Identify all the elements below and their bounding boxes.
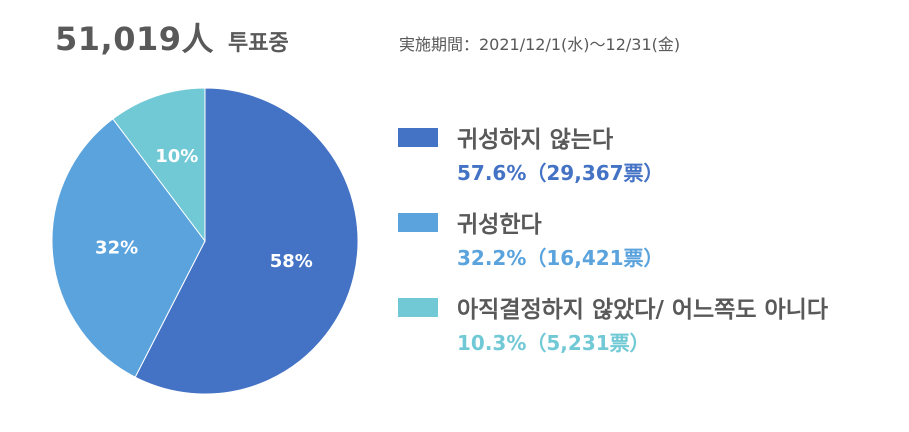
legend-swatch bbox=[398, 298, 438, 317]
pie-slice-label: 58% bbox=[270, 251, 313, 272]
pie-slice-undecided bbox=[112, 87, 206, 243]
voting-status: 투표중 bbox=[228, 31, 289, 56]
total-votes: 51,019人 bbox=[55, 20, 214, 58]
legend-value: 57.6%（29,367票） bbox=[457, 161, 664, 185]
legend-item-undecided: 아직결정하지 않았다/ 어느쪽도 아니다 10.3%（5,231票） bbox=[398, 290, 903, 375]
legend-label: 귀성한다 bbox=[457, 212, 542, 238]
pie-slice-label: 10% bbox=[155, 146, 198, 167]
voting-period: 実施期間：2021/12/1(水)～12/31(金) bbox=[399, 35, 681, 54]
pie-slice-not-returning bbox=[134, 87, 359, 395]
legend-value: 10.3%（5,231票） bbox=[457, 331, 650, 355]
pie-slice-returning bbox=[51, 118, 206, 378]
legend-item-returning: 귀성한다 32.2%（16,421票） bbox=[398, 205, 903, 290]
legend-swatch bbox=[398, 128, 438, 147]
legend-value: 32.2%（16,421票） bbox=[457, 246, 664, 270]
legend-label: 아직결정하지 않았다/ 어느쪽도 아니다 bbox=[457, 297, 828, 323]
legend: 귀성하지 않는다 57.6%（29,367票） 귀성한다 32.2%（16,42… bbox=[398, 120, 903, 375]
legend-swatch bbox=[398, 213, 438, 232]
legend-label: 귀성하지 않는다 bbox=[457, 127, 614, 153]
pie-slice-label: 32% bbox=[95, 238, 138, 259]
legend-item-not-returning: 귀성하지 않는다 57.6%（29,367票） bbox=[398, 120, 903, 205]
chart-header: 51,019人 투표중 bbox=[55, 14, 289, 60]
